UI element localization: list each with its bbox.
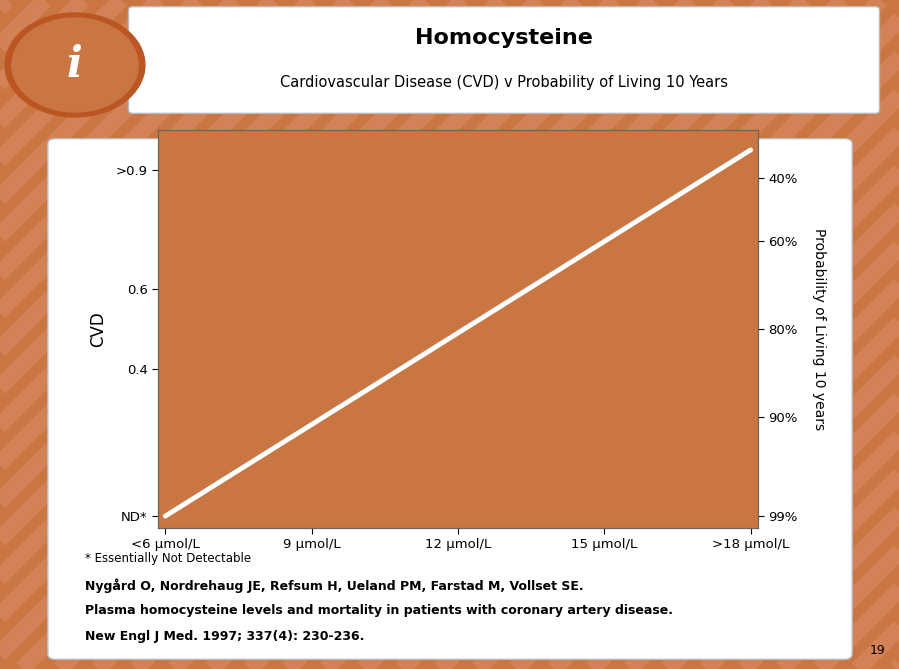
Text: Homocysteine: Homocysteine — [415, 28, 593, 48]
Text: i: i — [67, 44, 83, 86]
Text: Cardiovascular Disease (CVD) v Probability of Living 10 Years: Cardiovascular Disease (CVD) v Probabili… — [280, 74, 728, 90]
Text: Plasma homocysteine levels and mortality in patients with coronary artery diseas: Plasma homocysteine levels and mortality… — [85, 604, 673, 617]
Text: New Engl J Med. 1997; 337(4): 230-236.: New Engl J Med. 1997; 337(4): 230-236. — [85, 630, 365, 642]
Y-axis label: Probability of Living 10 years: Probability of Living 10 years — [812, 228, 825, 430]
Y-axis label: CVD: CVD — [89, 311, 107, 347]
Text: * Essentially Not Detectable: * Essentially Not Detectable — [85, 552, 252, 565]
Text: 19: 19 — [869, 644, 886, 657]
Text: Nygård O, Nordrehaug JE, Refsum H, Ueland PM, Farstad M, Vollset SE.: Nygård O, Nordrehaug JE, Refsum H, Uelan… — [85, 579, 584, 593]
